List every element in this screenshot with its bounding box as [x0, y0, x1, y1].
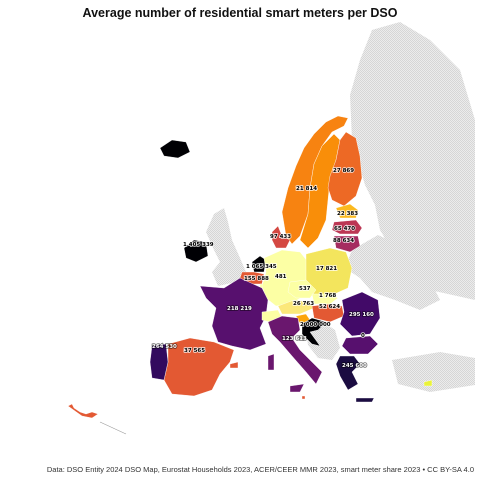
region-sicily	[289, 383, 305, 393]
region-uk	[206, 208, 246, 286]
region-czechia	[287, 279, 317, 299]
region-france	[199, 277, 269, 351]
region-belarus-ukraine	[345, 235, 440, 310]
label-czechia: 537	[299, 286, 311, 292]
label-germany: 481	[275, 274, 287, 280]
region-canaries	[67, 403, 99, 419]
label-italy: 123 613	[282, 336, 307, 342]
region-latvia	[331, 219, 363, 235]
region-crete	[355, 397, 375, 403]
region-malta	[301, 395, 306, 400]
label-estonia: 22 383	[337, 211, 358, 217]
region-iceland	[159, 139, 191, 159]
label-slovakia: 1 768	[319, 293, 336, 299]
label-bulgaria: 0	[361, 333, 365, 339]
label-croatia: 2 000 000	[300, 322, 331, 328]
label-portugal: 264 530	[152, 344, 177, 350]
label-netherlands: 1 065 345	[246, 264, 277, 270]
label-greece: 245 600	[342, 363, 367, 369]
region-romania	[339, 291, 381, 337]
label-france: 218 219	[227, 306, 252, 312]
label-latvia: 65 470	[334, 226, 355, 232]
region-croatia	[301, 317, 327, 347]
map-footer-credits: Data: DSO Entity 2024 DSO Map, Eurostat …	[46, 465, 474, 474]
map-title: Average number of residential smart mete…	[82, 6, 398, 20]
label-spain: 37 565	[184, 348, 205, 354]
region-turkey	[392, 352, 475, 392]
region-bulgaria	[341, 335, 379, 355]
label-ireland: 1 405 339	[183, 242, 214, 248]
label-norway: 21 814	[296, 186, 317, 192]
label-finland: 27 869	[333, 168, 354, 174]
label-denmark: 97 433	[270, 234, 291, 240]
region-finland	[327, 131, 363, 207]
region-cyprus	[423, 379, 433, 387]
region-russia-east	[350, 22, 475, 300]
label-romania: 295 160	[349, 312, 374, 318]
label-lithuania: 88 634	[333, 238, 354, 244]
label-slovenia: 26 763	[293, 301, 314, 307]
map-labels: 1 405 339 21 814 27 869 22 383 65 470 88…	[151, 167, 375, 370]
region-sardinia	[267, 353, 275, 371]
region-slovakia	[311, 293, 339, 305]
canary-inset-line	[99, 421, 127, 435]
region-lithuania	[333, 235, 361, 253]
label-poland: 17 821	[316, 266, 337, 272]
region-greece	[335, 355, 361, 391]
region-italy	[267, 315, 323, 385]
label-hungary: 52 624	[319, 304, 340, 310]
region-ireland	[183, 239, 209, 263]
region-estonia	[335, 203, 359, 219]
region-denmark	[271, 225, 291, 249]
region-portugal	[149, 343, 169, 381]
region-balearics	[229, 361, 239, 369]
label-belgium: 155 888	[244, 276, 269, 282]
